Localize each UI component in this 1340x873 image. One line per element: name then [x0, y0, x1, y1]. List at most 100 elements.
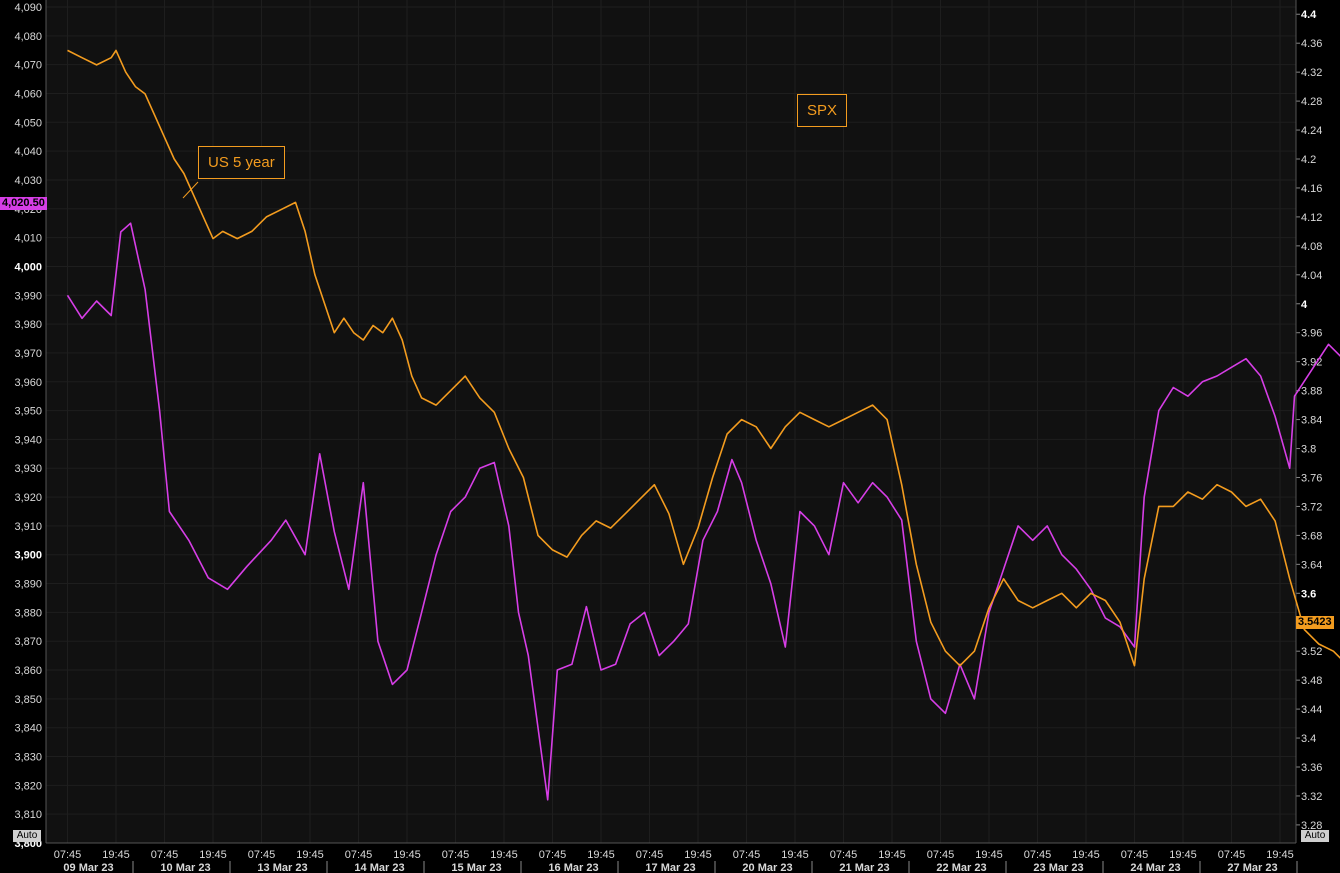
x-tick-time: 19:45: [1072, 849, 1100, 861]
x-tick-date: 23 Mar 23: [1033, 862, 1083, 873]
right-tick-label: 4.12: [1301, 212, 1322, 224]
right-tick-label: 4.2: [1301, 154, 1316, 166]
right-tick-label: 4.16: [1301, 183, 1322, 195]
right-tick-label: 3.44: [1301, 704, 1322, 716]
x-tick-time: 19:45: [296, 849, 324, 861]
right-tick-label: 4.36: [1301, 38, 1322, 50]
x-tick-time: 19:45: [199, 849, 227, 861]
x-tick-date: 09 Mar 23: [63, 862, 113, 873]
right-tick-label: 3.64: [1301, 559, 1322, 571]
left-auto-scale-button[interactable]: Auto: [13, 830, 41, 842]
left-axis-ticks: 3,8003,8103,8203,8303,8403,8503,8603,870…: [14, 0, 47, 850]
left-tick-label: 3,990: [14, 290, 42, 302]
right-tick-label: 3.48: [1301, 675, 1322, 687]
left-tick-label: 4,010: [14, 233, 42, 245]
right-tick-label: 3.88: [1301, 386, 1322, 398]
right-tick-label: 3.52: [1301, 646, 1322, 658]
x-tick-date: 27 Mar 23: [1227, 862, 1277, 873]
left-tick-label: 3,980: [14, 319, 42, 331]
right-tick-label: 3.76: [1301, 472, 1322, 484]
left-tick-label: 3,810: [14, 809, 42, 821]
right-tick-label: 4.08: [1301, 241, 1322, 253]
vertical-grid: [67, 0, 1281, 843]
left-tick-label: 3,930: [14, 463, 42, 475]
x-tick-date: 20 Mar 23: [742, 862, 792, 873]
x-tick-time: 19:45: [1266, 849, 1294, 861]
left-tick-label: 3,840: [14, 723, 42, 735]
left-tick-label: 4,030: [14, 175, 42, 187]
x-tick-time: 07:45: [1218, 849, 1246, 861]
right-tick-label: 4: [1301, 299, 1308, 311]
right-auto-scale-button[interactable]: Auto: [1301, 830, 1329, 842]
x-tick-date: 24 Mar 23: [1130, 862, 1180, 873]
right-tick-label: 3.8: [1301, 444, 1316, 456]
x-tick-time: 19:45: [684, 849, 712, 861]
left-tick-label: 3,880: [14, 607, 42, 619]
spx-series-label: SPX: [797, 94, 848, 127]
x-tick-date: 10 Mar 23: [160, 862, 210, 873]
x-tick-time: 07:45: [1121, 849, 1149, 861]
right-tick-label: 3.72: [1301, 501, 1322, 513]
left-tick-label: 4,050: [14, 117, 42, 129]
left-tick-label: 4,060: [14, 88, 42, 100]
plot-background: [46, 0, 1296, 843]
x-tick-time: 07:45: [151, 849, 179, 861]
x-tick-time: 19:45: [1169, 849, 1197, 861]
left-tick-label: 3,950: [14, 406, 42, 418]
left-tick-label: 3,920: [14, 492, 42, 504]
left-tick-label: 3,830: [14, 752, 42, 764]
series-line-spx: [66, 222, 1340, 801]
left-tick-label: 3,820: [14, 780, 42, 792]
right-tick-label: 3.92: [1301, 357, 1322, 369]
right-tick-label: 3.96: [1301, 328, 1322, 340]
us5y-series-label: US 5 year: [198, 146, 285, 179]
x-tick-time: 19:45: [587, 849, 615, 861]
left-tick-label: 4,000: [14, 261, 42, 273]
series-line-us-5-year: [67, 49, 1340, 667]
right-tick-label: 3.32: [1301, 791, 1322, 803]
right-tick-label: 3.36: [1301, 762, 1322, 774]
x-tick-time: 19:45: [490, 849, 518, 861]
left-tick-label: 3,940: [14, 434, 42, 446]
left-tick-label: 4,080: [14, 31, 42, 43]
left-tick-label: 4,090: [14, 2, 42, 14]
left-tick-label: 3,850: [14, 694, 42, 706]
left-tick-label: 4,070: [14, 60, 42, 72]
x-tick-time: 07:45: [442, 849, 470, 861]
left-tick-label: 3,900: [14, 550, 42, 562]
x-tick-date: 21 Mar 23: [839, 862, 889, 873]
x-tick-date: 14 Mar 23: [354, 862, 404, 873]
x-tick-time: 07:45: [927, 849, 955, 861]
right-tick-label: 4.4: [1301, 9, 1317, 21]
right-tick-label: 3.84: [1301, 415, 1322, 427]
x-tick-time: 07:45: [345, 849, 373, 861]
x-tick-time: 19:45: [102, 849, 130, 861]
us5y-label-leader: [182, 181, 199, 199]
x-tick-time: 19:45: [393, 849, 421, 861]
x-tick-date: 22 Mar 23: [936, 862, 986, 873]
right-tick-label: 3.68: [1301, 530, 1322, 542]
x-tick-time: 07:45: [830, 849, 858, 861]
right-tick-label: 4.24: [1301, 125, 1322, 137]
left-tick-label: 3,960: [14, 377, 42, 389]
left-tick-label: 3,910: [14, 521, 42, 533]
x-tick-time: 07:45: [733, 849, 761, 861]
x-tick-time: 19:45: [975, 849, 1003, 861]
left-tick-label: 3,970: [14, 348, 42, 360]
right-tick-label: 4.04: [1301, 270, 1322, 282]
x-tick-time: 19:45: [878, 849, 906, 861]
horizontal-grid: [46, 6, 1296, 844]
series-lines: [66, 49, 1340, 801]
x-tick-date: 13 Mar 23: [257, 862, 307, 873]
left-tick-label: 4,040: [14, 146, 42, 158]
x-tick-time: 07:45: [1024, 849, 1052, 861]
left-tick-label: 3,890: [14, 579, 42, 591]
x-tick-date: 17 Mar 23: [645, 862, 695, 873]
us5y-last-value-badge: 3.5423: [1296, 616, 1334, 629]
right-tick-label: 4.28: [1301, 96, 1322, 108]
x-tick-time: 07:45: [248, 849, 276, 861]
right-tick-label: 3.4: [1301, 733, 1316, 745]
right-tick-label: 3.6: [1301, 588, 1316, 600]
